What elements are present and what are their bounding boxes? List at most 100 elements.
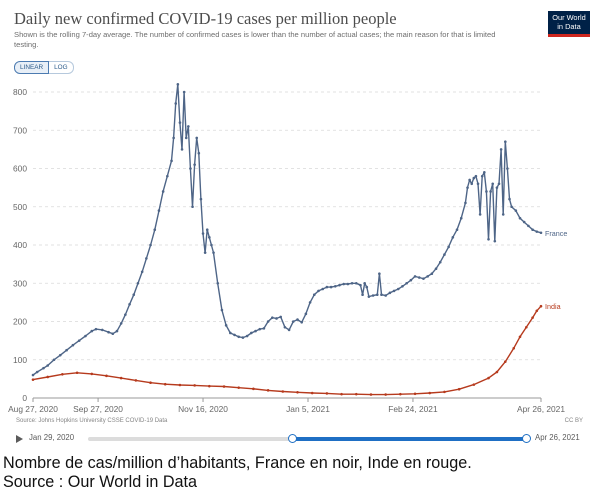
india-data-point — [61, 372, 64, 376]
france-data-point — [361, 293, 364, 297]
india-data-point — [31, 378, 35, 381]
source-note[interactable]: Source: Johns Hopkins University CSSE CO… — [16, 418, 168, 424]
india-data-point — [399, 392, 402, 396]
france-data-point — [178, 121, 182, 124]
france-data-point — [325, 285, 329, 289]
france-data-point — [522, 220, 526, 224]
chart-title: Daily new confirmed COVID-19 cases per m… — [14, 9, 397, 28]
france-data-point — [180, 148, 184, 151]
france-data-point — [210, 243, 213, 247]
x-tick-label: Sep 27, 2020 — [73, 404, 123, 414]
france-data-point — [182, 90, 186, 94]
france-data-point — [52, 358, 56, 362]
france-data-point — [499, 148, 503, 151]
y-tick-label: 0 — [22, 393, 27, 403]
india-data-point — [75, 371, 79, 375]
france-data-point — [195, 136, 199, 140]
france-data-point — [94, 327, 98, 331]
india-data-point — [487, 376, 490, 380]
france-data-point — [459, 216, 463, 220]
france-data-point — [266, 320, 270, 323]
france-data-point — [201, 232, 205, 235]
france-data-point — [508, 197, 511, 201]
y-tick-label: 600 — [13, 164, 27, 174]
france-data-point — [271, 316, 274, 319]
france-data-point — [153, 228, 157, 231]
india-data-point — [413, 392, 417, 396]
france-data-point — [224, 324, 228, 327]
timeline-start-label: Jan 29, 2020 — [29, 433, 75, 442]
france-data-point — [426, 275, 429, 278]
france-data-point — [250, 331, 253, 335]
india-series-label[interactable]: India — [545, 302, 561, 311]
timeline-selected-range[interactable] — [292, 437, 526, 441]
india-data-point — [163, 382, 167, 386]
france-data-point — [375, 293, 379, 297]
grid-lines — [33, 91, 541, 361]
india-data-point — [46, 375, 49, 379]
france-data-point — [514, 209, 518, 212]
play-icon[interactable] — [16, 435, 23, 443]
france-data-point — [166, 174, 169, 178]
timeline-start-handle[interactable] — [288, 434, 297, 443]
india-series-line[interactable] — [32, 305, 542, 396]
france-data-point — [291, 320, 295, 323]
france-data-point — [405, 281, 408, 285]
our-world-in-data-logo[interactable]: Our World in Data — [548, 11, 590, 37]
france-data-point — [172, 136, 175, 140]
france-data-point — [77, 339, 81, 342]
y-tick-label: 500 — [13, 202, 27, 212]
x-tick-label: Jan 5, 2021 — [286, 404, 330, 414]
y-tick-label: 200 — [13, 317, 27, 327]
france-data-point — [434, 267, 438, 271]
france-data-point — [31, 373, 35, 377]
chart-subtitle: Shown is the rolling 7-day average. The … — [14, 30, 496, 49]
france-data-point — [58, 353, 62, 357]
france-data-point — [174, 102, 178, 105]
scale-toggle: LINEAR LOG — [14, 61, 74, 74]
france-data-point — [384, 294, 387, 297]
france-data-point — [413, 275, 417, 278]
france-data-point — [333, 285, 337, 288]
france-data-point — [338, 283, 341, 287]
france-data-point — [535, 230, 539, 233]
france-data-point — [409, 278, 413, 282]
india-data-point — [354, 392, 358, 396]
france-data-point — [518, 216, 522, 220]
france-data-point — [346, 282, 350, 286]
line-chart: 0 100 200 300 400 500 600 700 800 Aug 27, 2020 Se… — [8, 83, 567, 414]
france-data-point — [483, 171, 486, 174]
france-data-point — [304, 312, 308, 316]
france-data-point — [229, 331, 232, 335]
france-data-point — [510, 205, 513, 209]
series-labels: France India — [545, 229, 567, 311]
france-data-point — [363, 281, 366, 285]
france-data-point — [317, 289, 320, 293]
india-data-point — [90, 372, 94, 376]
france-data-point — [495, 186, 499, 189]
france-data-point — [474, 174, 478, 178]
india-data-point — [443, 390, 446, 394]
timeline-end-handle[interactable] — [522, 434, 531, 443]
france-data-point — [258, 327, 262, 331]
linear-scale-button[interactable]: LINEAR — [14, 61, 50, 74]
france-data-point — [65, 348, 68, 352]
india-data-point — [535, 309, 539, 313]
france-data-point — [191, 205, 194, 209]
license-note[interactable]: CC BY — [564, 418, 583, 424]
india-data-point — [495, 370, 499, 374]
india-data-point — [518, 335, 522, 339]
france-data-point — [35, 370, 39, 374]
france-data-point — [380, 293, 383, 297]
france-series-label[interactable]: France — [545, 229, 567, 238]
france-data-point — [187, 125, 190, 128]
france-data-point — [497, 182, 501, 186]
india-data-point — [178, 383, 182, 387]
france-data-point — [365, 285, 369, 289]
france-data-point — [468, 178, 471, 182]
india-data-point — [222, 385, 226, 388]
x-axis: Aug 27, 2020 Sep 27, 2020 Nov 16, 2020 Jan … — [8, 397, 565, 414]
france-data-point — [161, 190, 165, 193]
france-data-point — [279, 315, 283, 319]
log-scale-button[interactable]: LOG — [49, 61, 74, 74]
